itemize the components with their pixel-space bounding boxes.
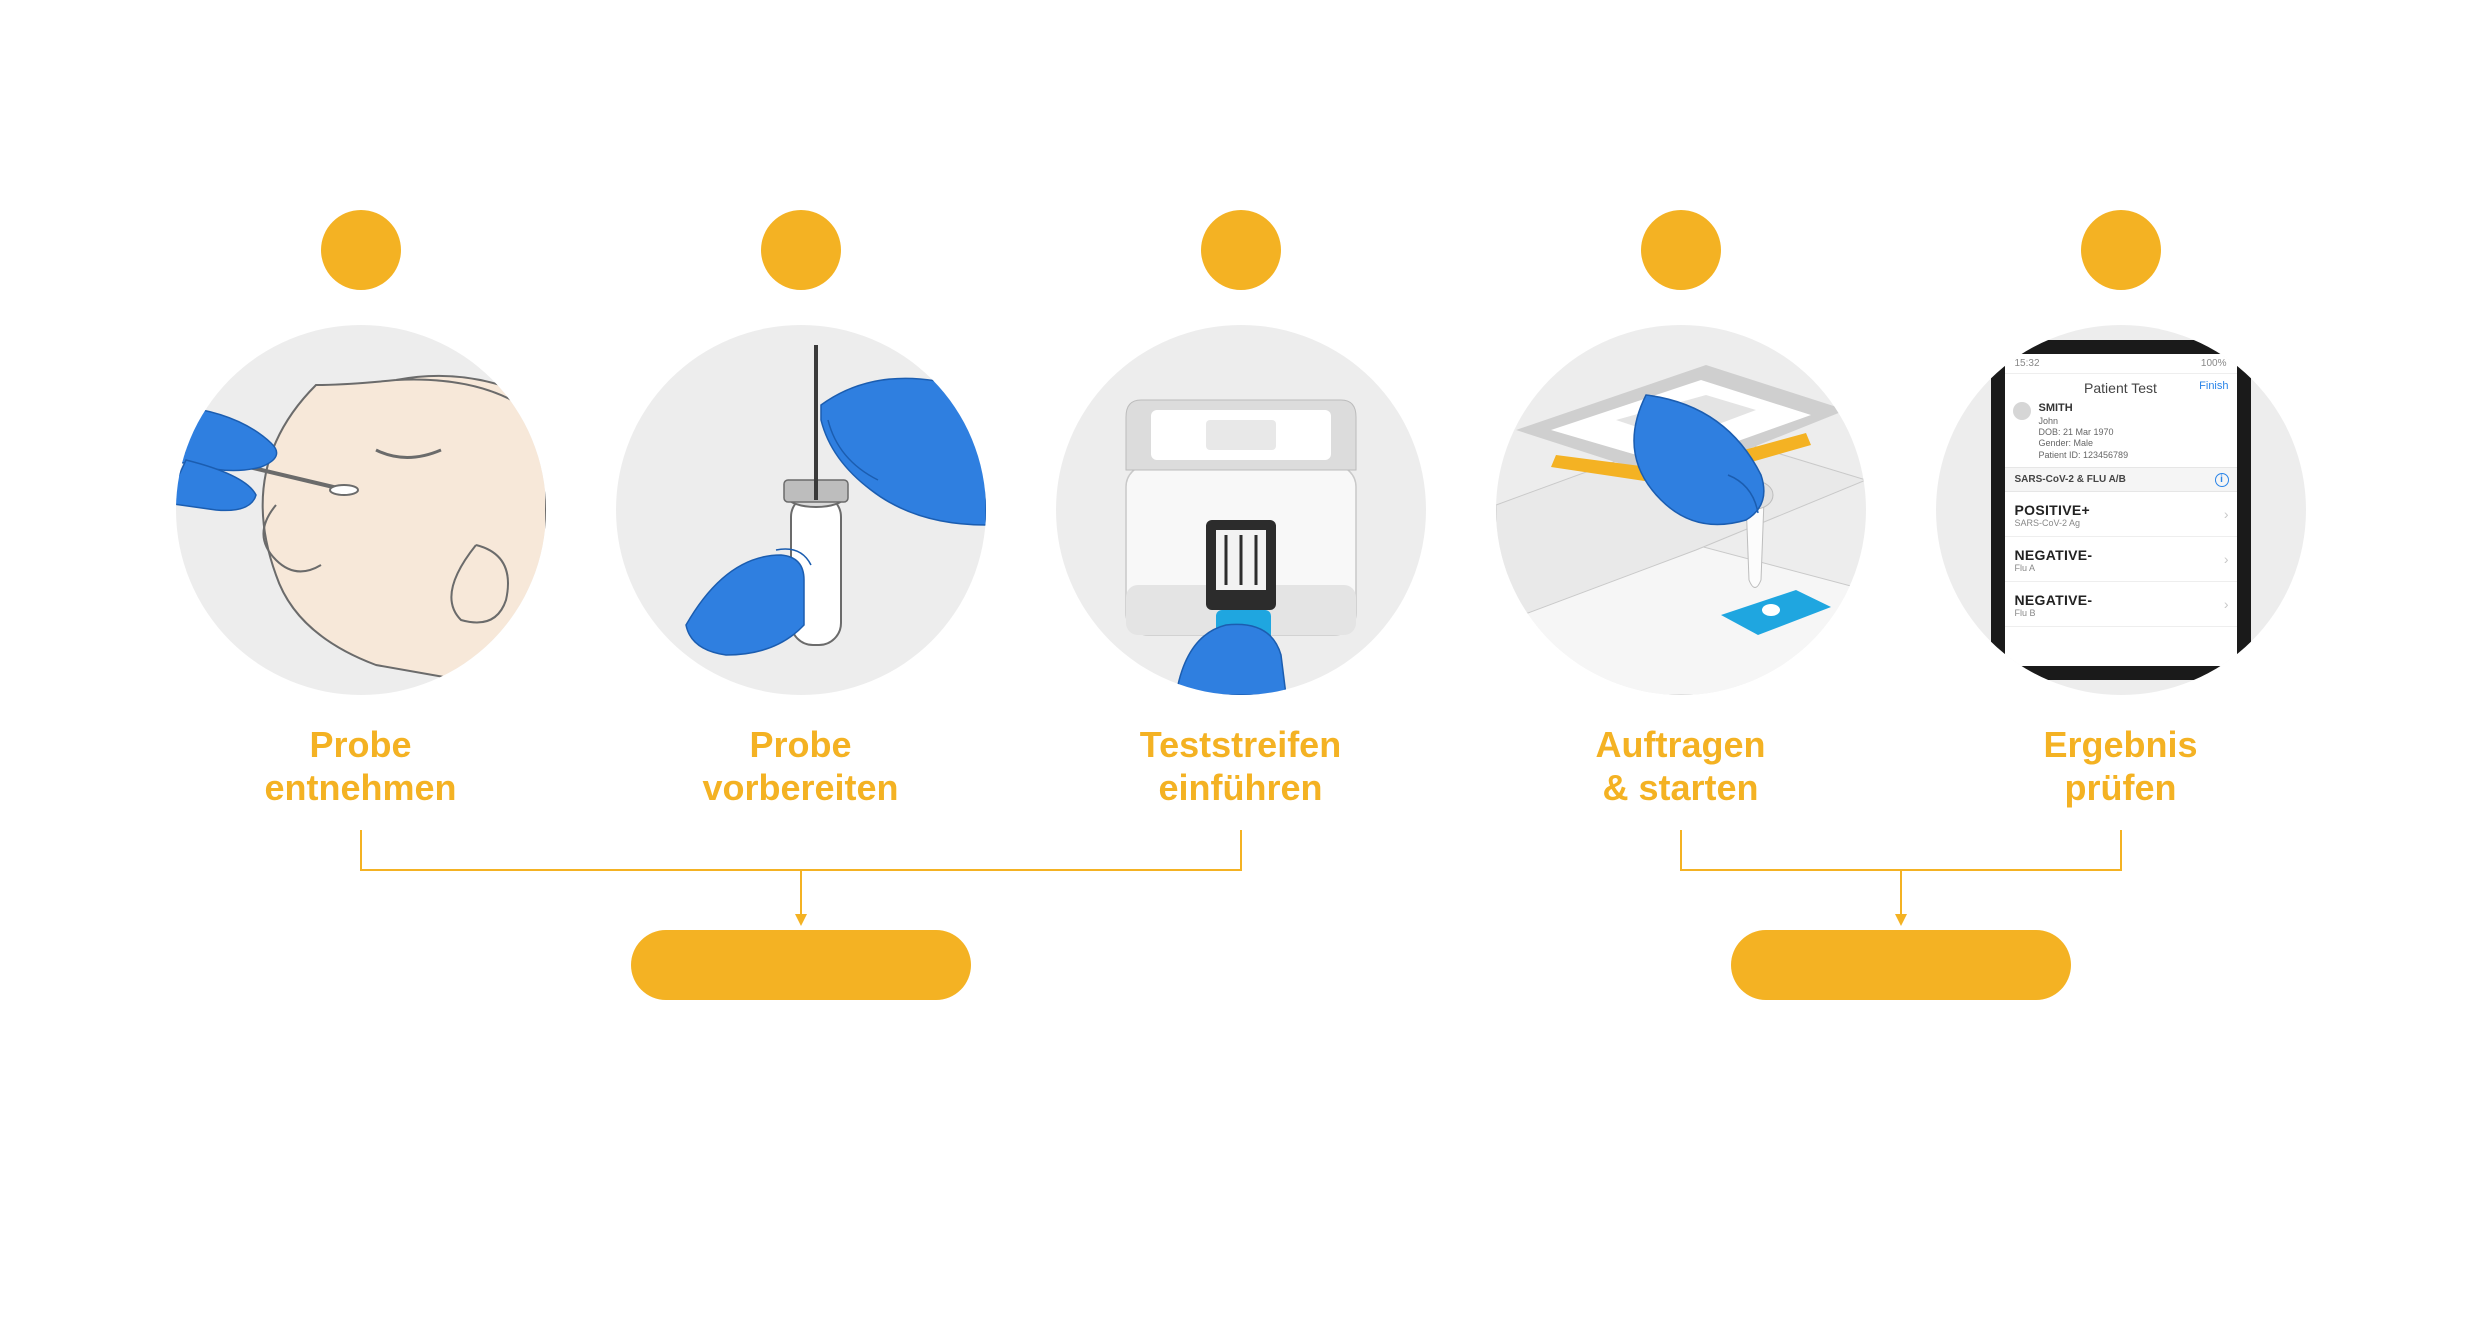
patient-info: SMITH John DOB: 21 Mar 1970 Gender: Male… [2005, 398, 2237, 467]
step-label: Teststreifen einführen [1140, 723, 1341, 809]
result-device: 15:32 100% Patient Test Finish SMITH Joh… [1991, 340, 2251, 680]
step-label: Probe vorbereiten [702, 723, 898, 809]
step-illustration-result: 15:32 100% Patient Test Finish SMITH Joh… [1936, 325, 2306, 695]
step-3: Teststreifen einführen [1041, 210, 1441, 809]
step-illustration-sample-prepare [616, 325, 986, 695]
patient-id: Patient ID: 123456789 [2039, 450, 2227, 461]
chevron-right-icon: › [2224, 551, 2229, 567]
step-2: Probe vorbereiten [601, 210, 1001, 809]
info-icon[interactable]: i [2215, 473, 2229, 487]
result-row[interactable]: NEGATIVE- Flu A › [2005, 537, 2237, 582]
step-5: 15:32 100% Patient Test Finish SMITH Joh… [1921, 210, 2321, 809]
result-value: POSITIVE+ [2015, 502, 2227, 518]
patient-surname: SMITH [2039, 402, 2227, 416]
step-1: Probe entnehmen [161, 210, 561, 809]
result-sub: SARS-CoV-2 Ag [2015, 518, 2227, 528]
result-sub: Flu B [2015, 608, 2227, 618]
step-dot-icon [2081, 210, 2161, 290]
result-sub: Flu A [2015, 563, 2227, 573]
step-illustration-apply-start [1496, 325, 1866, 695]
patient-gender: Gender: Male [2039, 438, 2227, 449]
result-value: NEGATIVE- [2015, 592, 2227, 608]
patient-dob: DOB: 21 Mar 1970 [2039, 427, 2227, 438]
result-row[interactable]: POSITIVE+ SARS-CoV-2 Ag › [2005, 492, 2237, 537]
step-label: Auftragen & starten [1596, 723, 1766, 809]
status-time: 15:32 [2015, 358, 2040, 369]
chevron-right-icon: › [2224, 506, 2229, 522]
step-4: Auftragen & starten [1481, 210, 1881, 809]
avatar-icon [2013, 402, 2031, 420]
step-illustration-sample-collect [176, 325, 546, 695]
status-bar: 15:32 100% [2005, 354, 2237, 374]
step-dot-icon [761, 210, 841, 290]
finish-link[interactable]: Finish [2199, 380, 2228, 392]
step-dot-icon [321, 210, 401, 290]
status-battery: 100% [2201, 358, 2227, 369]
result-value: NEGATIVE- [2015, 547, 2227, 563]
test-name-row: SARS-CoV-2 & FLU A/B i [2005, 467, 2237, 492]
step-dot-icon [1201, 210, 1281, 290]
screen-title-text: Patient Test [2084, 380, 2157, 396]
test-name-text: SARS-CoV-2 & FLU A/B [2015, 474, 2126, 485]
patient-firstname: John [2039, 416, 2227, 427]
process-steps: Probe entnehmen [161, 210, 2321, 809]
screen-title: Patient Test Finish [2005, 374, 2237, 398]
result-row[interactable]: NEGATIVE- Flu B › [2005, 582, 2237, 627]
chevron-right-icon: › [2224, 596, 2229, 612]
step-illustration-insert-strip [1056, 325, 1426, 695]
step-dot-icon [1641, 210, 1721, 290]
step-label: Probe entnehmen [264, 723, 456, 809]
step-label: Ergebnis prüfen [2043, 723, 2197, 809]
group-pill-2 [1731, 930, 2071, 1000]
group-pill-1 [631, 930, 971, 1000]
